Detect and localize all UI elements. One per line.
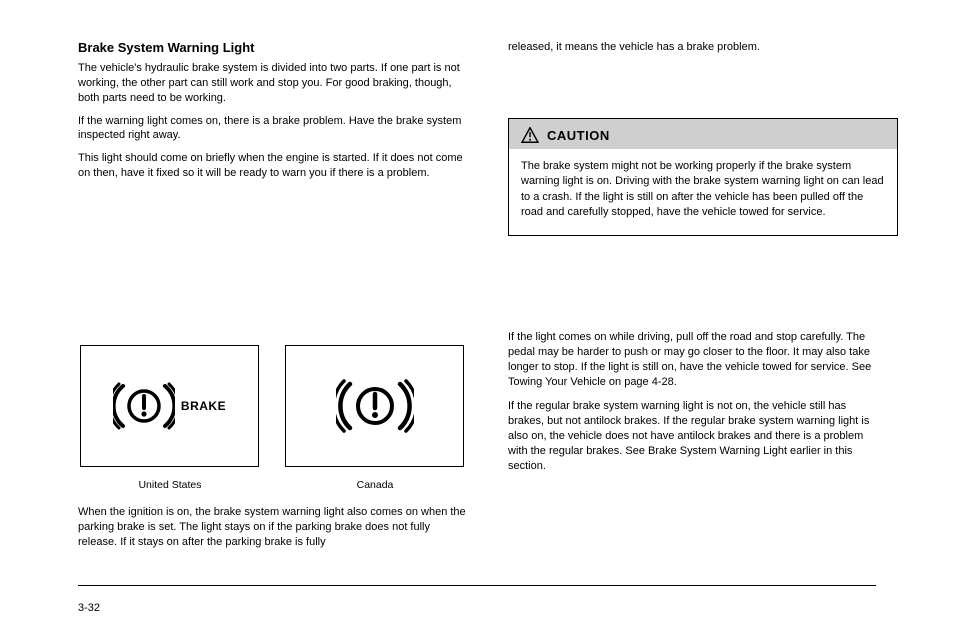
manual-page: Brake System Warning Light The vehicle's… — [0, 0, 954, 636]
brake-icon-canada — [336, 375, 414, 437]
left-below-para: When the ignition is on, the brake syste… — [78, 505, 468, 550]
brake-word: BRAKE — [181, 399, 226, 413]
brake-warning-icon — [336, 375, 414, 437]
caution-box: CAUTION The brake system might not be wo… — [508, 118, 898, 236]
right-below-p1: If the light comes on while driving, pul… — [508, 330, 878, 389]
right-below-column: If the light comes on while driving, pul… — [508, 330, 878, 474]
right-below-p2: If the regular brake system warning ligh… — [508, 399, 878, 473]
brake-icon-canada-box — [285, 345, 464, 467]
left-para-1: The vehicle's hydraulic brake system is … — [78, 61, 468, 106]
brake-icon-us: BRAKE — [113, 378, 226, 434]
brake-icon-us-box: BRAKE — [80, 345, 259, 467]
left-para-3: This light should come on briefly when t… — [78, 151, 468, 181]
right-column-intro: released, it means the vehicle has a bra… — [508, 40, 878, 63]
caution-body: The brake system might not be working pr… — [509, 149, 897, 235]
caution-header: CAUTION — [509, 119, 897, 149]
brake-heading: Brake System Warning Light — [78, 40, 468, 55]
page-number: 3-32 — [78, 602, 100, 614]
warning-triangle-icon — [521, 127, 539, 143]
right-intro-para: released, it means the vehicle has a bra… — [508, 40, 878, 55]
left-para-2: If the warning light comes on, there is … — [78, 114, 468, 144]
caption-canada: Canada — [285, 479, 465, 491]
caution-label: CAUTION — [547, 128, 610, 143]
brake-warning-icon — [113, 378, 175, 434]
caption-us: United States — [80, 479, 260, 491]
footer-rule — [78, 585, 876, 586]
left-column: Brake System Warning Light The vehicle's… — [78, 40, 468, 189]
